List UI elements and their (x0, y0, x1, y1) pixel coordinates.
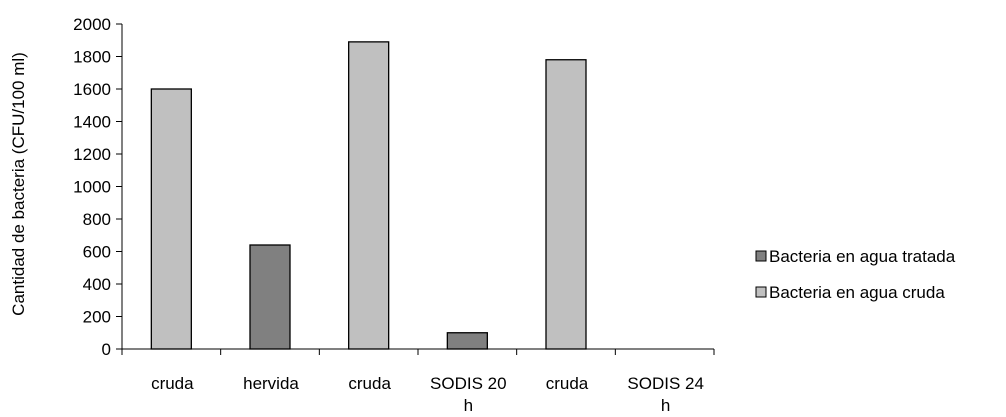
y-tick-label: 200 (83, 308, 111, 327)
legend-swatch (755, 286, 767, 298)
y-tick-label: 1600 (73, 80, 111, 99)
x-category-label: cruda (546, 374, 589, 393)
x-category-label: SODIS 20 (430, 374, 507, 393)
legend-swatch (755, 250, 767, 262)
bar (150, 88, 192, 350)
x-category-label: cruda (348, 374, 391, 393)
legend-label: Bacteria en agua cruda (769, 283, 945, 302)
bar (446, 332, 488, 350)
bar (545, 59, 587, 350)
y-axis-title: Cantidad de bacteria (CFU/100 ml) (9, 52, 28, 316)
y-tick-label: 400 (83, 275, 111, 294)
x-category-label: hervida (243, 374, 299, 393)
bar (249, 244, 291, 350)
y-tick-label: 1400 (73, 113, 111, 132)
x-category-label: h (661, 396, 670, 412)
y-tick-label: 0 (102, 340, 111, 359)
y-tick-label: 1000 (73, 178, 111, 197)
bar (348, 41, 390, 350)
y-tick-label: 1200 (73, 145, 111, 164)
x-category-label: h (464, 396, 473, 412)
y-tick-label: 2000 (73, 15, 111, 34)
x-category-label: SODIS 24 (627, 374, 704, 393)
y-tick-label: 1800 (73, 48, 111, 67)
legend-label: Bacteria en agua tratada (769, 247, 956, 266)
y-tick-label: 600 (83, 243, 111, 262)
x-category-label: cruda (151, 374, 194, 393)
y-tick-label: 800 (83, 210, 111, 229)
